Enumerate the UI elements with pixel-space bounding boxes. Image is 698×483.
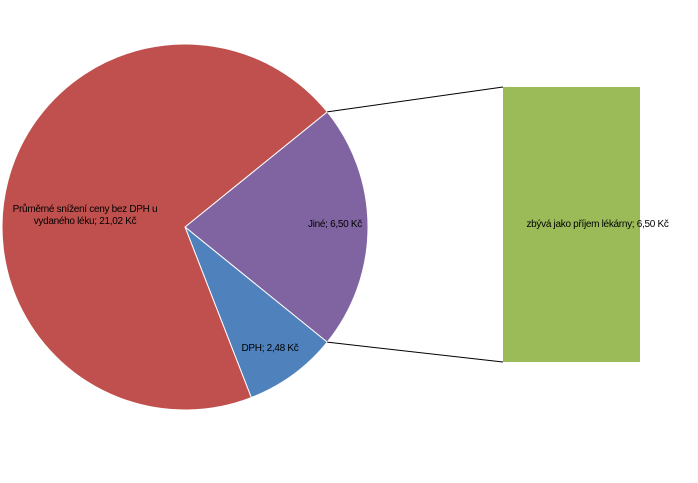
connector-line [327, 341, 504, 363]
data-label: DPH; 2,48 Kč [241, 343, 299, 354]
pie-slice [183, 225, 328, 399]
pie-slice [184, 111, 369, 343]
data-label: Průměrné snížení ceny bez DPH u vydaného… [12, 204, 158, 227]
bar [503, 87, 640, 362]
pie-slice [1, 43, 328, 411]
connector-line [327, 86, 504, 113]
data-label: Jiné; 6,50 Kč [308, 219, 362, 230]
data-label: zbývá jako příjem lékárny; 6,50 Kč [526, 218, 669, 230]
